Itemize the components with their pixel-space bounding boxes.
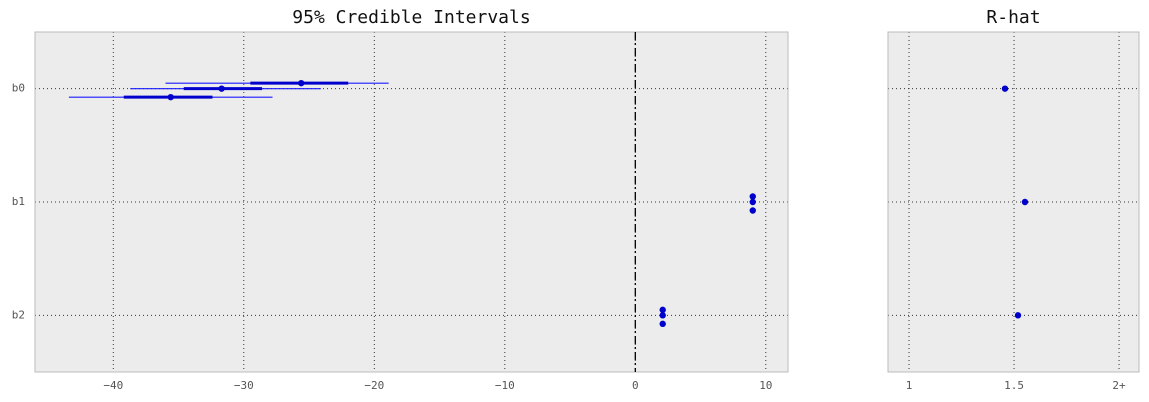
x-tick-label: 2+	[1112, 379, 1126, 392]
x-tick-label: −10	[495, 379, 515, 392]
x-tick-label: −20	[364, 379, 384, 392]
median-point	[659, 312, 666, 319]
plot-frame	[34, 31, 789, 373]
rhat-point	[1021, 198, 1029, 206]
x-tick-label: −40	[103, 379, 123, 392]
plot-area	[888, 32, 1139, 372]
median-point	[749, 207, 756, 214]
median-point	[298, 79, 305, 87]
y-tick-label: b0	[12, 82, 25, 95]
rhat-point	[1014, 312, 1022, 319]
rhat-point	[1001, 85, 1009, 92]
median-point	[659, 320, 666, 328]
x-tick-label: −30	[234, 379, 254, 392]
median-point	[218, 85, 225, 92]
chart-title: 95% Credible Intervals	[292, 7, 530, 28]
median-point	[167, 93, 174, 101]
median-point	[749, 198, 756, 206]
x-tick-label: 1	[906, 379, 913, 392]
x-tick-label: 1.5	[1004, 379, 1024, 392]
x-tick-label: 10	[759, 379, 772, 392]
median-point	[749, 193, 756, 200]
plot-frame	[887, 31, 1140, 373]
x-tick-label: 0	[632, 379, 639, 392]
median-point	[659, 306, 666, 314]
chart-title: R-hat	[986, 7, 1040, 28]
y-tick-label: b2	[12, 308, 25, 321]
y-tick-label: b1	[12, 195, 25, 208]
